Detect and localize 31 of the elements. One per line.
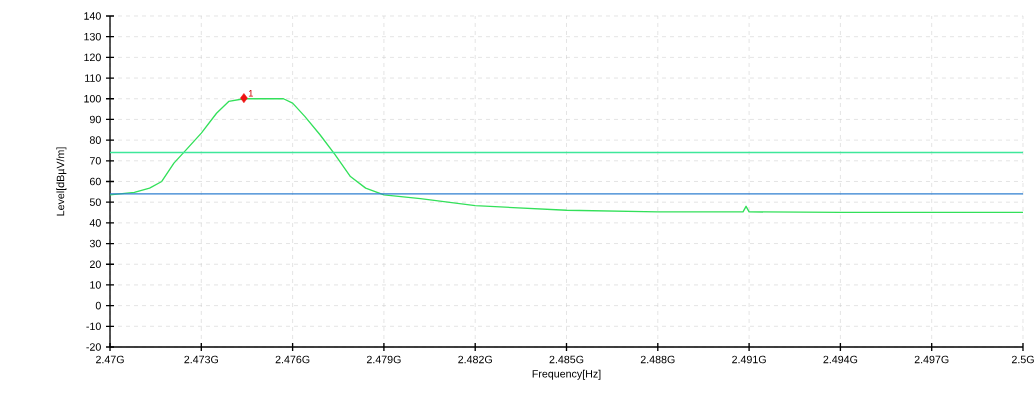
y-tick-label: 40	[89, 219, 101, 227]
y-axis-title: Level[dBµV/m]	[56, 147, 67, 216]
x-tick-label: 2.47G	[96, 355, 124, 364]
y-tick-label: 110	[85, 74, 101, 82]
y-tick-label: -10	[86, 322, 101, 331]
x-tick-label: 2.485G	[549, 355, 584, 364]
y-tick-label: 50	[89, 198, 101, 206]
annotation: 1	[248, 90, 253, 97]
y-tick-label: 10	[90, 281, 101, 289]
y-tick-label: 70	[89, 157, 101, 165]
y-tick-label: 120	[84, 53, 101, 62]
x-tick-label: 2.482G	[458, 355, 492, 364]
x-tick-label: 2.488G	[640, 355, 675, 364]
y-tick-label: 30	[89, 239, 101, 248]
x-tick-label: 2.5G	[1011, 355, 1034, 364]
y-tick-label: 140	[84, 12, 101, 20]
x-axis-title: Frequency[Hz]	[532, 369, 601, 380]
y-tick-label: 90	[89, 115, 101, 124]
x-tick-label: 2.473G	[184, 355, 219, 364]
x-tick-label: 2.479G	[366, 355, 401, 364]
x-tick-label: 2.494G	[823, 355, 858, 364]
x-tick-label: 2.491G	[732, 355, 766, 364]
y-tick-label: 60	[89, 177, 101, 186]
y-tick-label: 20	[89, 260, 101, 269]
y-tick-label: 80	[89, 136, 101, 144]
y-tick-label: -20	[86, 343, 101, 351]
y-tick-label: 100	[84, 94, 101, 103]
x-tick-label: 2.497G	[914, 355, 949, 364]
y-tick-label: 130	[84, 32, 101, 41]
y-tick-label: 0	[95, 301, 101, 310]
x-tick-label: 2.476G	[275, 355, 310, 364]
